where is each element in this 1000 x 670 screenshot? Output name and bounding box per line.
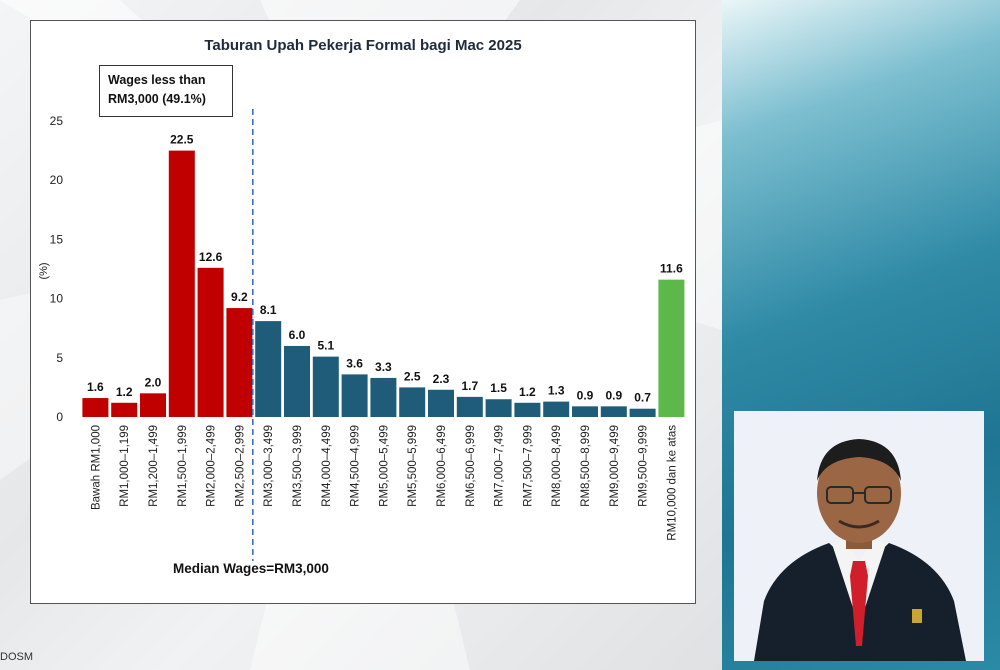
x-tick-label: RM2,000–2,499	[206, 425, 218, 507]
y-tick-label: 20	[50, 173, 64, 187]
bar	[629, 408, 656, 417]
wages-annotation-box: Wages less than RM3,000 (49.1%)	[99, 65, 233, 117]
x-tick-label: RM5,500–5,999	[407, 425, 419, 507]
x-tick-label: RM4,500–4,999	[350, 425, 362, 507]
data-label: 1.5	[490, 381, 507, 395]
data-label: 9.2	[231, 290, 248, 304]
bar	[255, 321, 282, 417]
bar	[312, 356, 339, 417]
x-tick-label: RM6,000–6,499	[436, 425, 448, 507]
x-tick-label: RM6,500–6,999	[465, 425, 477, 507]
data-label: 0.7	[634, 391, 651, 405]
bar	[399, 387, 426, 417]
chart-title: Taburan Upah Pekerja Formal bagi Mac 202…	[204, 37, 522, 54]
data-label: 1.2	[116, 385, 133, 399]
bar	[197, 267, 224, 417]
x-tick-label: RM5,000–5,499	[378, 425, 390, 507]
x-tick-label: RM8,500–8,999	[580, 425, 592, 507]
x-tick-label: RM10,000 dan ke atas	[666, 425, 678, 541]
y-tick-label: 0	[56, 410, 63, 424]
x-tick-label: Bawah RM1,000	[90, 425, 102, 510]
bar	[543, 401, 570, 417]
data-label: 0.9	[577, 388, 594, 402]
bar-chart: 0 5 10 15 20 25 (%) 1.6 Bawah RM1,000 1.2 RM1,000–…	[38, 109, 685, 561]
data-label: 5.1	[317, 339, 334, 353]
data-label: 2.5	[404, 369, 421, 383]
bar	[284, 345, 310, 417]
data-label: 3.6	[346, 356, 363, 370]
x-tick-label: RM7,000–7,499	[494, 425, 506, 507]
chart-panel: 0 5 10 15 20 25 (%) 1.6 Bawah RM1,000 1.2 RM1,000–…	[30, 20, 696, 604]
bar	[600, 406, 627, 417]
y-tick-label: 15	[50, 232, 64, 246]
annotation-line-2: RM3,000 (49.1%)	[108, 92, 206, 106]
data-label: 8.1	[260, 303, 277, 317]
bar	[168, 150, 195, 417]
bar	[572, 406, 598, 417]
bar	[226, 308, 253, 417]
bar	[370, 377, 397, 417]
y-tick-label: 5	[56, 351, 63, 365]
bar	[140, 393, 166, 417]
bar	[658, 279, 685, 417]
data-label: 1.6	[87, 380, 104, 394]
data-label: 22.5	[170, 133, 194, 147]
data-label: 0.9	[605, 388, 622, 402]
x-tick-label: RM1,000–1,199	[119, 425, 131, 507]
bar	[456, 396, 483, 417]
y-axis-label: (%)	[38, 262, 50, 279]
bar	[341, 374, 368, 417]
bar	[428, 389, 454, 417]
y-tick-label: 25	[50, 114, 64, 128]
data-label: 3.3	[375, 360, 392, 374]
data-label: 11.6	[660, 262, 683, 276]
annotation-line-1: Wages less than	[108, 73, 206, 87]
data-label: 12.6	[199, 250, 223, 264]
x-tick-label: RM7,500–7,999	[522, 425, 534, 507]
data-label: 1.3	[548, 384, 565, 398]
data-label: 1.2	[519, 385, 536, 399]
x-tick-label: RM9,000–9,499	[609, 425, 621, 507]
data-label: 1.7	[461, 379, 478, 393]
bar	[82, 398, 109, 417]
person-portrait-image	[734, 411, 984, 661]
bar	[111, 402, 138, 417]
x-tick-label: RM2,500–2,999	[234, 425, 246, 507]
x-tick-label: RM9,500–9,999	[638, 425, 650, 507]
x-tick-label: RM3,500–3,999	[292, 425, 304, 507]
x-tick-label: RM3,000–3,499	[263, 425, 275, 507]
x-tick-label: RM4,000–4,499	[321, 425, 333, 507]
portrait-photo	[734, 411, 984, 661]
data-label: 6.0	[289, 328, 306, 342]
y-tick-label: 10	[50, 292, 64, 306]
x-tick-label: RM1,200–1,499	[148, 425, 160, 507]
data-label: 2.3	[433, 372, 450, 386]
source-label: DOSM	[0, 651, 33, 663]
data-label: 2.0	[145, 375, 162, 389]
bar	[485, 399, 512, 417]
x-tick-label: RM1,500–1,999	[177, 425, 189, 507]
median-wages-label: Median Wages=RM3,000	[173, 561, 329, 576]
x-tick-label: RM8,000–8,499	[551, 425, 563, 507]
bar	[514, 402, 541, 417]
